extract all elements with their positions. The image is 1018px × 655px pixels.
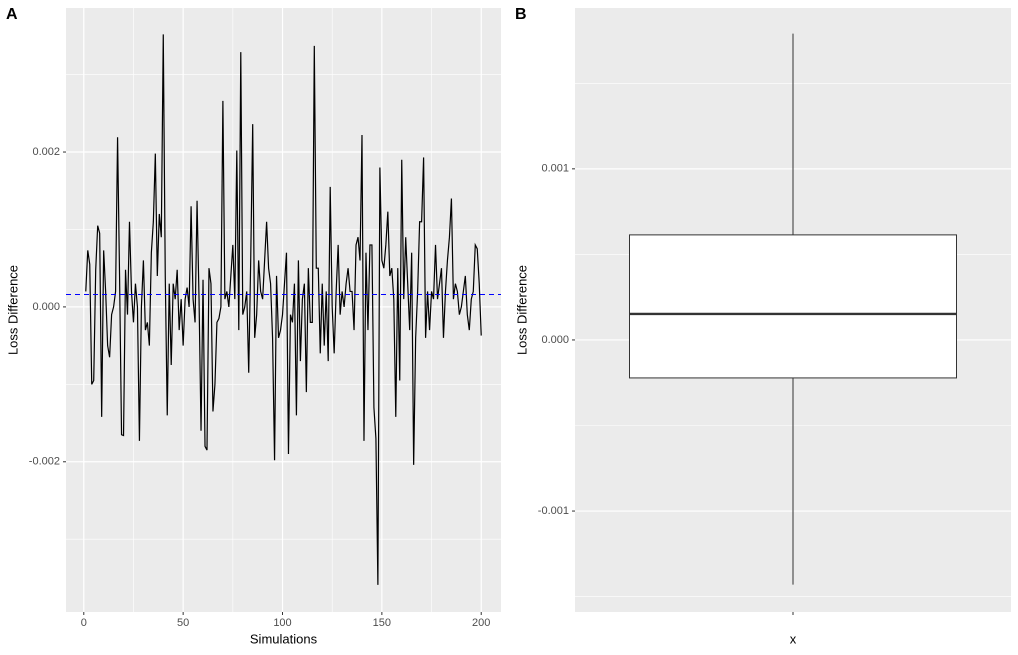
y-tick-label: 0.000 <box>32 301 60 313</box>
x-tick-label: 50 <box>177 617 189 629</box>
x-axis-title: x <box>790 631 797 646</box>
x-tick-label: 100 <box>273 617 291 629</box>
y-tick-label: -0.001 <box>538 505 569 517</box>
x-tick-label: 200 <box>472 617 490 629</box>
x-tick-label: 150 <box>373 617 391 629</box>
x-tick-label: 0 <box>81 617 87 629</box>
y-tick-label: 0.001 <box>541 163 569 175</box>
box <box>629 234 957 379</box>
y-tick-label: 0.000 <box>541 334 569 346</box>
data-line <box>85 34 482 585</box>
x-axis-title: Simulations <box>250 631 318 646</box>
y-tick-label: 0.002 <box>32 146 60 158</box>
panel-tag: A <box>6 6 18 23</box>
y-axis-title: Loss Difference <box>514 265 529 355</box>
panel-background <box>66 8 501 612</box>
y-tick-label: -0.002 <box>29 456 60 468</box>
y-axis-title: Loss Difference <box>5 265 20 355</box>
panel-tag: B <box>515 6 527 23</box>
